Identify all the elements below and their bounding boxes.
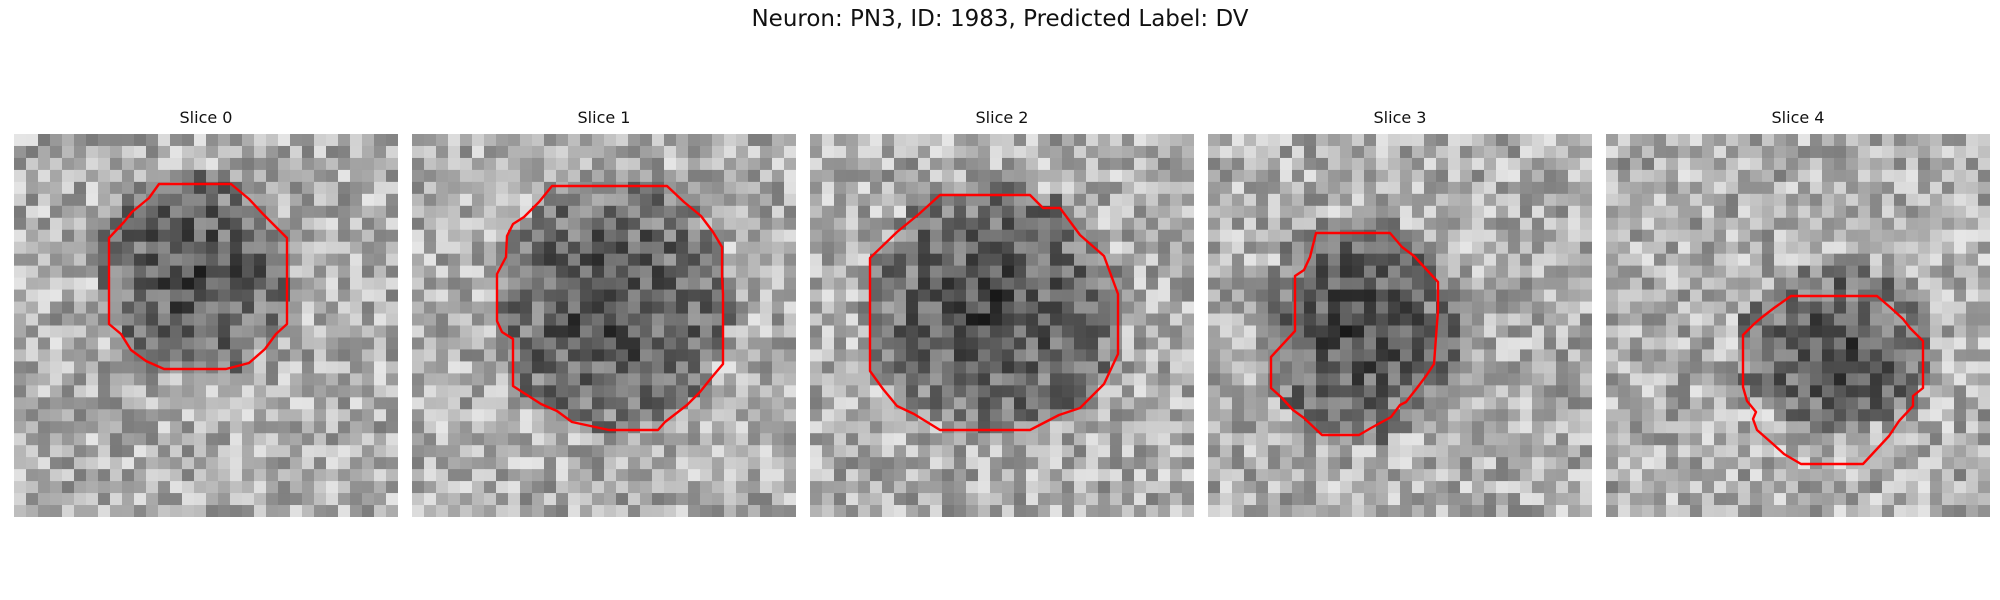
slice-0-contour [107, 182, 289, 371]
slice-4-image [1606, 134, 1990, 517]
slice-0-title: Slice 0 [179, 108, 233, 127]
slice-1-image [412, 134, 796, 517]
slice-3-contour [1269, 231, 1440, 437]
slice-4-title: Slice 4 [1771, 108, 1825, 127]
slice-3-image [1208, 134, 1592, 517]
slice-2-title: Slice 2 [975, 108, 1029, 127]
slice-4-contour [1741, 294, 1925, 466]
slice-2-image [810, 134, 1194, 517]
slice-0-image [14, 134, 398, 517]
slice-2-contour [868, 193, 1120, 432]
figure-title: Neuron: PN3, ID: 1983, Predicted Label: … [751, 6, 1249, 32]
slice-1-title: Slice 1 [577, 108, 631, 127]
slice-3-title: Slice 3 [1373, 108, 1427, 127]
slice-1-contour [495, 184, 725, 432]
